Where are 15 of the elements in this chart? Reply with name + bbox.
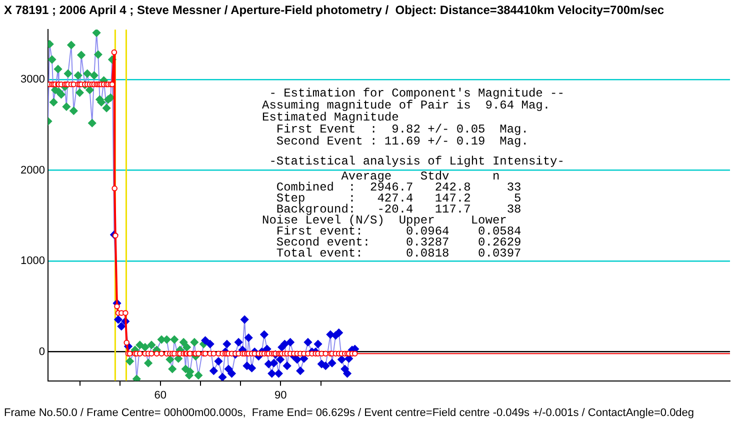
annotation: -Statistical analysis of Light Intensity-: [262, 154, 564, 168]
annotation: Second Event : 11.69 +/- 0.19 Mag.: [262, 134, 528, 149]
annotation: Estimated Magnitude: [262, 110, 399, 125]
text: Frame No.50.0 / Frame Centre= 00h00m00.000s, Frame End= 06.629s / Event centre=Field centre -0.049s +/-0.001s / ContactAngle=0.0deg: [3, 407, 696, 419]
y-tick-label: 0: [38, 346, 45, 358]
annotation: - Estimation for Component's Magnitude --: [262, 86, 564, 101]
x-tick-label: 60: [154, 389, 166, 402]
annotation: First Event : 9.82 +/- 0.05 Mag.: [262, 122, 528, 137]
y-tick-label: 1000: [20, 255, 45, 268]
chart-title: X 78191 ; 2006 April 4 ; Steve Messner / Aperture-Field photometry / Object: Distance=384410km Velocity=700m/sec: [3, 2, 666, 19]
x-tick-label: 90: [274, 389, 287, 402]
y-tick-label: 3000: [20, 74, 45, 86]
annotation: Assuming magnitude of Pair is 9.64 Mag.: [262, 98, 550, 113]
y-tick-label: 2000: [20, 164, 45, 176]
annotation: Total event: 0.0818 0.0397: [262, 246, 522, 260]
